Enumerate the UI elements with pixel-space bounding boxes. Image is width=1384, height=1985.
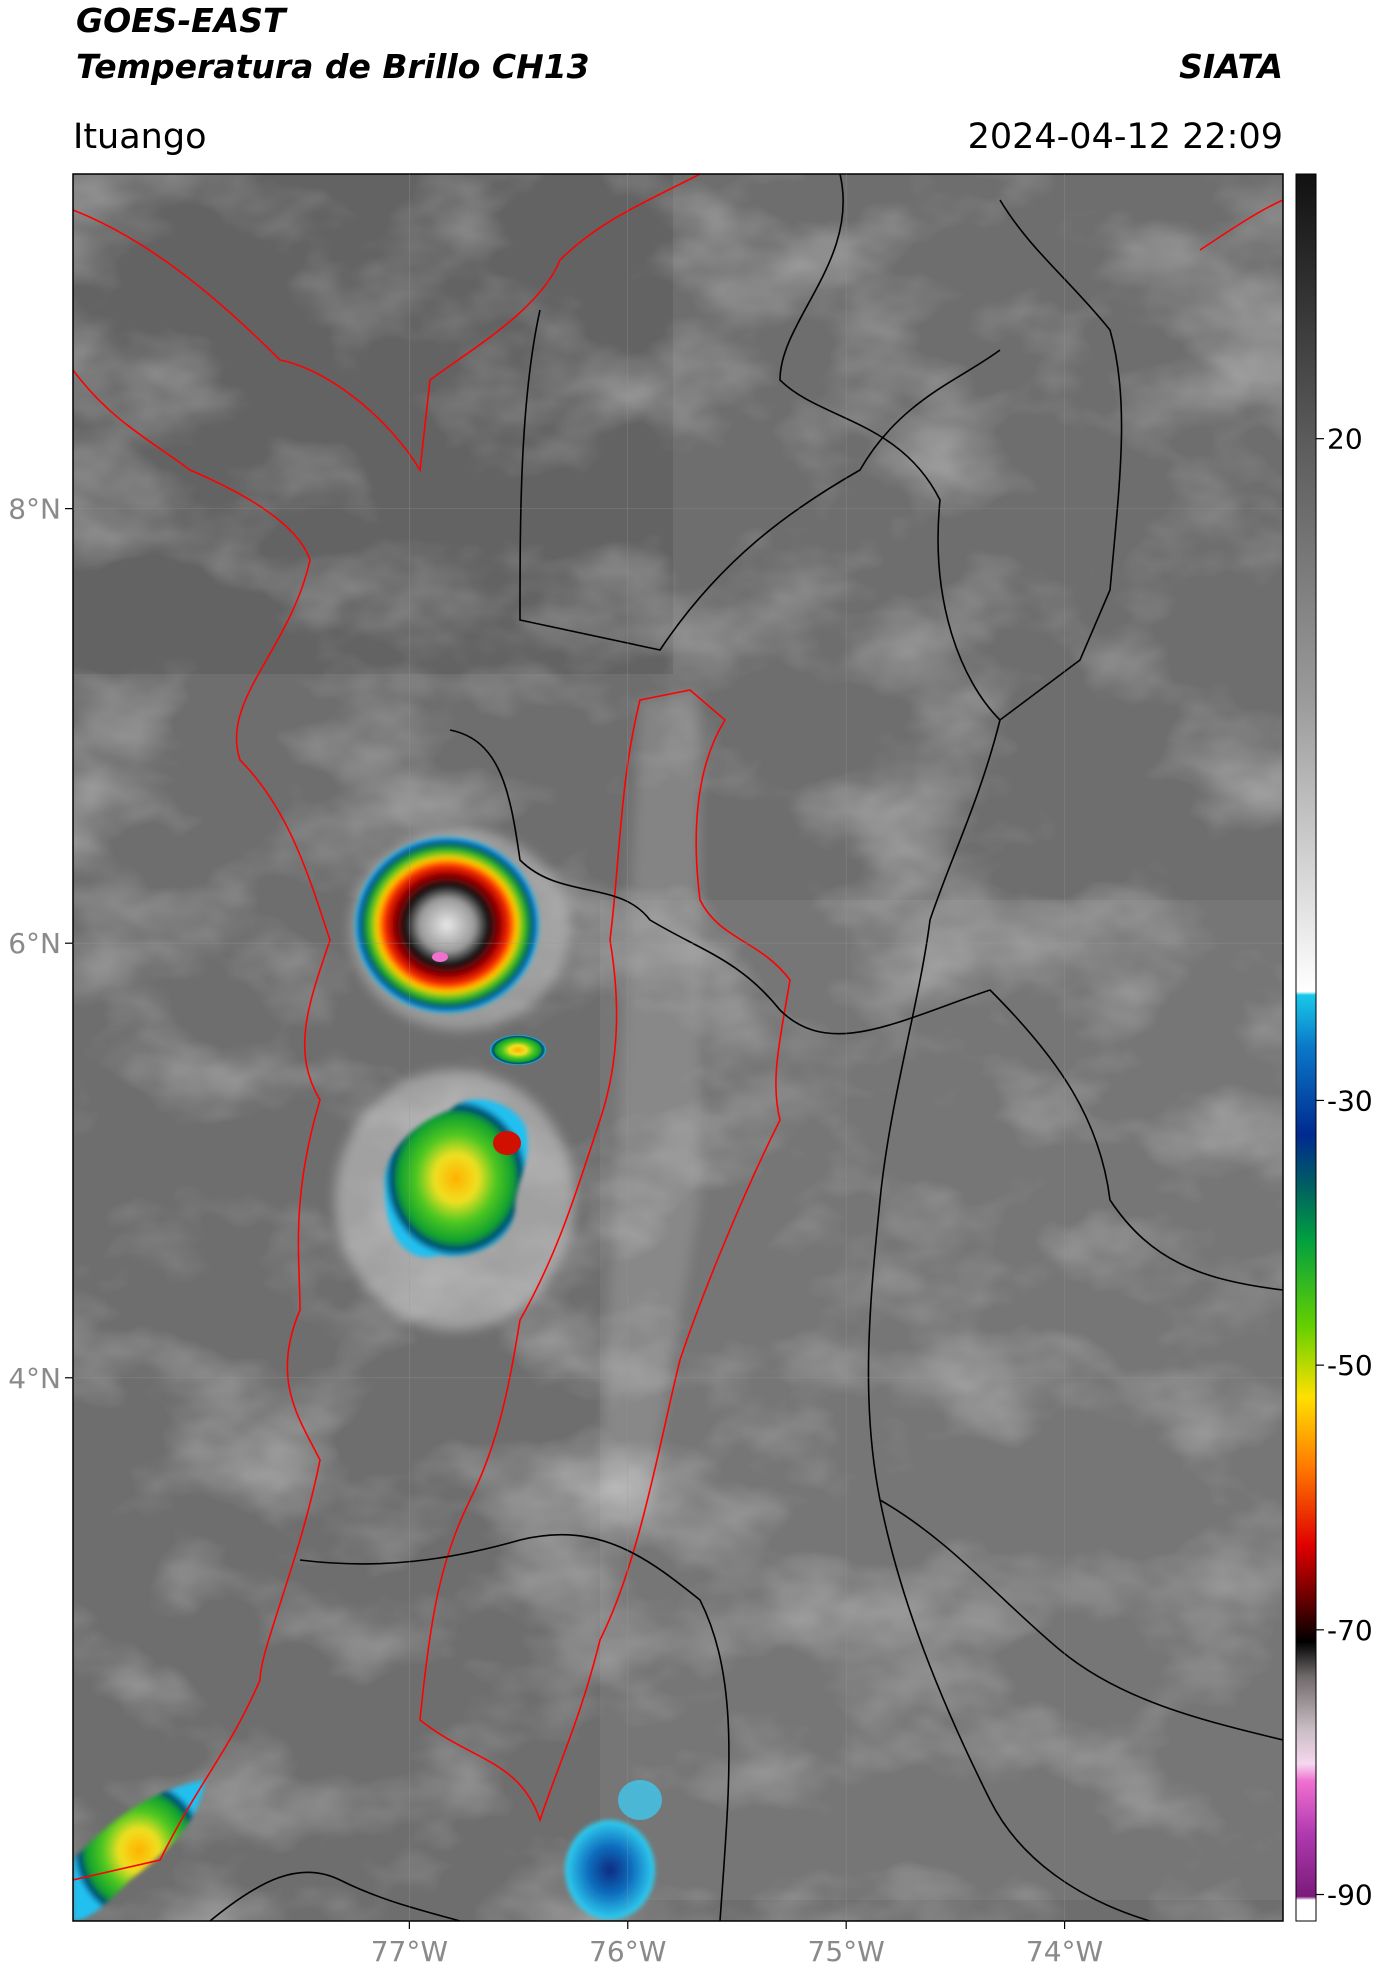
colorbar-tick-label: -50 [1327,1349,1373,1382]
coastline-borders [73,174,1283,1881]
x-tick-label: 75°W [808,1935,885,1968]
y-tick-label: 4°N [8,1362,61,1395]
title: GOES-EAST [76,1,288,40]
map-frame [72,173,1284,1922]
x-tick-label: 77°W [371,1935,448,1968]
satellite-image [73,174,1283,1921]
source: SIATA [1179,47,1283,86]
location: Ituango [73,117,207,157]
y-tick-label: 8°N [8,493,61,526]
x-tick-label: 76°W [589,1935,666,1968]
colorbar-tick-label: -30 [1327,1084,1373,1117]
colorbar-tick-label: 20 [1327,423,1363,456]
y-tick-label: 6°N [8,927,61,960]
colorbar-tick-label: -90 [1327,1879,1373,1912]
colorbar [1295,173,1317,1922]
x-tick-label: 74°W [1026,1935,1103,1968]
admin-borders [209,174,1283,1921]
colorbar-tick-label: -70 [1327,1614,1373,1647]
subtitle: Temperatura de Brillo CH13 [76,47,590,86]
datetime: 2024-04-12 22:09 [968,117,1283,157]
